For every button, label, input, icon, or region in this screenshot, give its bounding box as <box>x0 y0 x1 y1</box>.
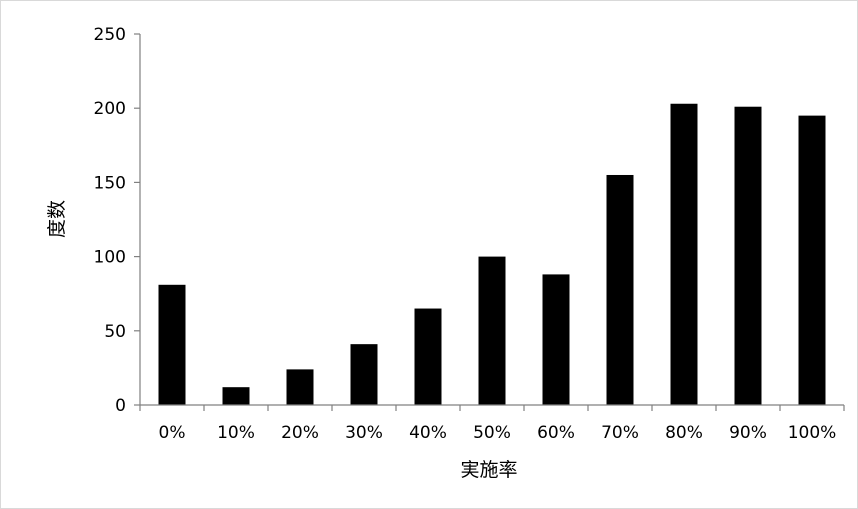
bar-40pct <box>414 308 442 405</box>
y-tick-label: 0 <box>115 396 126 416</box>
bars-group <box>158 103 826 406</box>
bar-10pct <box>222 387 250 405</box>
x-tick-label: 60% <box>537 423 575 443</box>
y-axis-ticks: 0 50 100 150 200 250 <box>94 25 140 416</box>
x-axis-title: 実施率 <box>460 459 517 481</box>
y-tick-label: 250 <box>94 25 126 45</box>
bar-100pct <box>798 115 826 406</box>
x-tick-label: 50% <box>473 423 511 443</box>
x-tick-label: 20% <box>281 423 319 443</box>
y-tick-label: 150 <box>94 173 126 193</box>
bar-70pct <box>606 174 634 405</box>
bar-0pct <box>158 284 186 405</box>
x-tick-label: 90% <box>729 423 767 443</box>
x-tick-label: 0% <box>159 423 186 443</box>
x-tick-label: 10% <box>217 423 255 443</box>
bar-30pct <box>350 344 378 405</box>
x-tick-label: 70% <box>601 423 639 443</box>
bar-90pct <box>734 106 762 405</box>
bar-20pct <box>286 369 314 405</box>
bar-60pct <box>542 274 570 405</box>
y-tick-label: 100 <box>94 248 126 268</box>
y-axis-title: 度数 <box>46 200 68 238</box>
y-tick-label: 50 <box>104 322 126 342</box>
y-tick-label: 200 <box>94 99 126 119</box>
x-tick-label: 40% <box>409 423 447 443</box>
bar-50pct <box>478 256 506 405</box>
x-tick-label: 30% <box>345 423 383 443</box>
x-tick-label: 100% <box>788 423 837 443</box>
x-axis-ticks: 0% 10% 20% 30% 40% 50% 60% 70% 80% 90% 100% <box>139 405 845 443</box>
x-tick-label: 80% <box>665 423 703 443</box>
bar-80pct <box>670 103 698 406</box>
